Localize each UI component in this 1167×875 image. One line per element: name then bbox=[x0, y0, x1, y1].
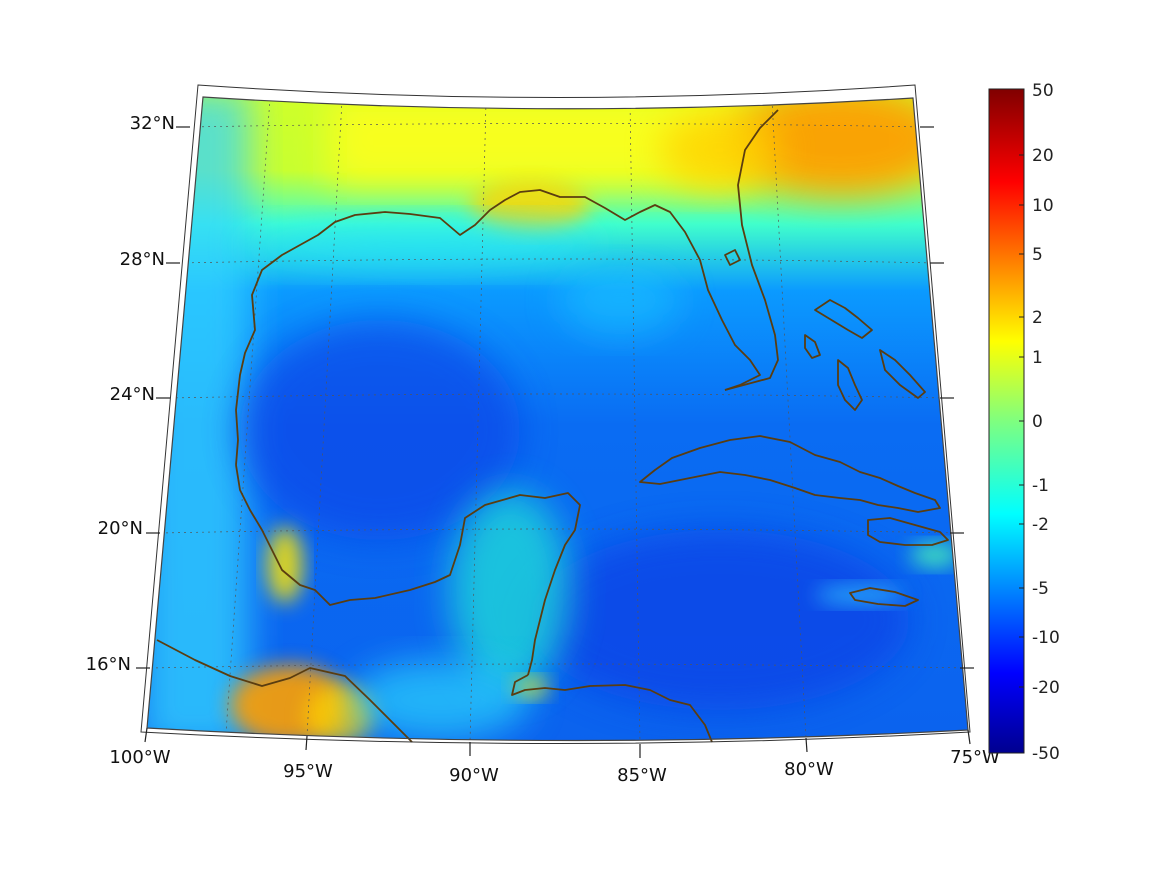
colorbar-tick-label: -5 bbox=[1032, 579, 1049, 599]
lon-label-95: 95°W bbox=[283, 761, 333, 782]
coastlines bbox=[156, 109, 949, 743]
colorbar-tick-label: -50 bbox=[1032, 744, 1060, 764]
colorbar-tick-label: 2 bbox=[1032, 308, 1043, 328]
latitude-labels: 32°N 28°N 24°N 20°N 16°N bbox=[86, 113, 175, 675]
colorbar-tick-label: 20 bbox=[1032, 146, 1054, 166]
map-field bbox=[147, 97, 968, 741]
colorbar: 50 20 10 5 2 1 0 -1 -2 -5 -10 -20 -50 bbox=[988, 81, 1060, 764]
colorbar-tick-label: 0 bbox=[1032, 412, 1043, 432]
axis-ticks bbox=[136, 126, 974, 758]
map-frame bbox=[140, 84, 971, 744]
lat-label-24: 24°N bbox=[110, 384, 155, 405]
colorbar-tick-label: 50 bbox=[1032, 81, 1054, 101]
longitude-labels: 100°W 95°W 90°W 85°W 80°W 75°W bbox=[109, 747, 1000, 786]
lon-label-90: 90°W bbox=[449, 765, 499, 786]
lat-label-16: 16°N bbox=[86, 654, 131, 675]
colorbar-gradient bbox=[988, 88, 1025, 754]
colorbar-tick-label: -1 bbox=[1032, 476, 1049, 496]
lat-label-20: 20°N bbox=[98, 518, 143, 539]
lat-label-32: 32°N bbox=[130, 113, 175, 134]
lon-label-80: 80°W bbox=[784, 759, 834, 780]
colorbar-tick-label: -10 bbox=[1032, 628, 1060, 648]
lon-label-75: 75°W bbox=[950, 747, 1000, 768]
colorbar-tick-label: 10 bbox=[1032, 196, 1054, 216]
colorbar-tick-label: 1 bbox=[1032, 348, 1043, 368]
lat-label-28: 28°N bbox=[120, 249, 165, 270]
colorbar-tick-label: 5 bbox=[1032, 245, 1043, 265]
lon-label-100: 100°W bbox=[109, 747, 170, 768]
graticule bbox=[149, 97, 968, 741]
colorbar-tick-label: -20 bbox=[1032, 678, 1060, 698]
colorbar-tick-label: -2 bbox=[1032, 515, 1049, 535]
lon-label-85: 85°W bbox=[617, 765, 667, 786]
